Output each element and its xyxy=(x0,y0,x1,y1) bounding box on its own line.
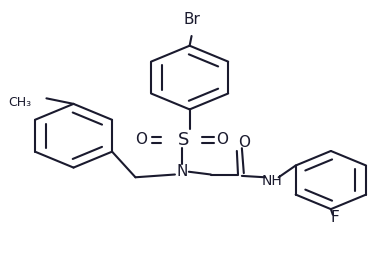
Text: F: F xyxy=(330,210,339,225)
Text: O: O xyxy=(135,132,147,147)
Text: S: S xyxy=(178,131,190,149)
Text: Br: Br xyxy=(183,12,200,27)
Text: NH: NH xyxy=(262,175,283,188)
Text: CH₃: CH₃ xyxy=(8,96,31,109)
Text: O: O xyxy=(216,132,229,147)
Text: O: O xyxy=(238,135,250,150)
Text: N: N xyxy=(176,164,188,179)
